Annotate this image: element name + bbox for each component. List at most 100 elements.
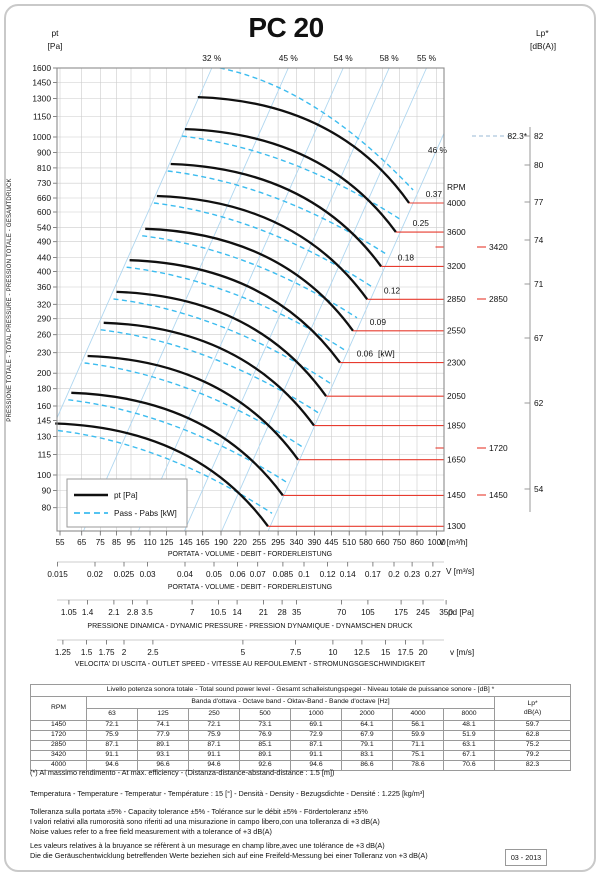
- footnote-line: Die die Geräuschentwicklung betreffenden…: [30, 851, 428, 860]
- table-octave-row: 63 125 250 500 1000 2000 4000 8000: [31, 708, 571, 721]
- efficiency-label: 32 %: [202, 53, 222, 63]
- row-lp: 82.3: [493, 760, 572, 771]
- x-tick-label: 295: [271, 538, 285, 547]
- legend: pt [Pa] Pass - Pabs [kW]: [66, 478, 188, 528]
- rpm-label-1450: 1450: [447, 490, 466, 500]
- x-tick-label: 390: [308, 538, 322, 547]
- y-tick-label: 100: [37, 470, 51, 480]
- power-label-2300: 0.06: [357, 349, 374, 359]
- row-lp: 79.2: [493, 750, 572, 761]
- row-value: 72.1: [188, 720, 240, 731]
- octave-band-label: 125: [137, 708, 189, 721]
- x-axis-unit: V [m³/h]: [439, 538, 468, 547]
- row-value: 87.1: [188, 740, 240, 751]
- m3s-tick-label: 0.12: [320, 570, 336, 579]
- row-lp: 75.2: [493, 740, 572, 751]
- rpm-label-4000: 4000: [447, 198, 466, 208]
- lp-tick-label: 62: [534, 398, 544, 408]
- m3s-scale-unit: V [m³/s]: [446, 567, 474, 576]
- band-header: Banda d'ottava - Octave band - Oktav-Ban…: [86, 696, 495, 709]
- lp-header-line: dB(A): [523, 708, 542, 716]
- rpm-label-2550: 2550: [447, 326, 466, 336]
- pd-tick-label: 2.8: [127, 608, 139, 617]
- page-title: PC 20: [248, 12, 324, 43]
- rpm-label-1650: 1650: [447, 455, 466, 465]
- y-tick-label: 1150: [33, 112, 51, 122]
- y-tick-label: 320: [37, 299, 51, 309]
- efficiency-label: 54 %: [334, 53, 354, 63]
- y-axis-caption: PRESSIONE TOTALE - TOTAL PRESSURE - PRES…: [7, 178, 13, 422]
- row-lp: 59.7: [493, 720, 572, 731]
- x-tick-label: 510: [342, 538, 356, 547]
- pd-tick-label: 7: [190, 608, 195, 617]
- row-value: 91.1: [188, 750, 240, 761]
- power-curve-2300: [126, 266, 345, 351]
- y-tick-label: 660: [37, 193, 51, 203]
- row-value: 75.9: [86, 730, 138, 741]
- power-unit-label: [kW]: [378, 349, 395, 359]
- y-tick-label: 900: [37, 148, 51, 158]
- power-curve-2850: [153, 202, 372, 287]
- m3s-tick-label: 0.02: [87, 570, 103, 579]
- row-value: 91.1: [290, 750, 342, 761]
- lp-reference-label: 82.3*: [507, 131, 527, 141]
- x-tick-label: 860: [410, 538, 424, 547]
- x-tick-label: 65: [77, 538, 87, 547]
- pd-tick-label: 350: [439, 608, 453, 617]
- fan-performance-chart: pt [Pa] PRESSIONE TOTALE - TOTAL PRESSUR…: [7, 28, 556, 668]
- pt-curve-3200: [170, 162, 383, 268]
- rpm-label-3600: 3600: [447, 227, 466, 237]
- row-value: 91.1: [86, 750, 138, 761]
- efficiency-label: 46 %: [428, 145, 448, 155]
- rpm-column-header: RPM: [447, 182, 466, 192]
- pt-curve-2550: [145, 227, 354, 332]
- v-scale-unit: v [m/s]: [450, 648, 474, 657]
- v-tick-label: 15: [381, 648, 391, 657]
- footnote-line: Tolleranza sulla portata ±5% - Capacity …: [30, 807, 368, 816]
- secondary-rpm-label-1450: 1450: [489, 490, 508, 500]
- row-value: 89.1: [239, 750, 291, 761]
- power-curve-3200: [167, 170, 386, 254]
- y-tick-label: 115: [38, 450, 52, 460]
- efficiency-line: [267, 133, 445, 532]
- lp-tick-label: 82: [534, 131, 544, 141]
- m3s-tick-label: 0.07: [250, 570, 266, 579]
- row-value: 69.1: [290, 720, 342, 731]
- y-axis-unit: [Pa]: [48, 41, 63, 51]
- row-value: 86.6: [341, 760, 393, 771]
- pd-scale-caption: PRESSIONE DINAMICA - DYNAMIC PRESSURE - …: [87, 623, 412, 630]
- row-value: 93.1: [137, 750, 189, 761]
- y-tick-label: 360: [37, 282, 51, 292]
- x-tick-label: 55: [55, 538, 65, 547]
- rpm-label-2850: 2850: [447, 294, 466, 304]
- power-label-3200: 0.18: [398, 252, 415, 262]
- legend-pt-label: pt [Pa]: [114, 491, 138, 500]
- footnote-line: I valori relativi alla rumorosità sono r…: [30, 817, 380, 826]
- y-tick-label: 600: [37, 207, 51, 217]
- x-tick-label: 190: [214, 538, 228, 547]
- y-tick-label: 130: [37, 432, 51, 442]
- y-tick-label: 90: [42, 486, 52, 496]
- row-value: 79.1: [341, 740, 393, 751]
- pd-scale-unit: pd [Pa]: [448, 608, 474, 617]
- y-tick-label: 1600: [32, 63, 51, 73]
- table-band-header-row: RPM Banda d'ottava - Octave band - Oktav-…: [30, 696, 572, 721]
- pd-tick-label: 35: [292, 608, 302, 617]
- pd-tick-label: 2.1: [108, 608, 120, 617]
- octave-band-label: 63: [86, 708, 138, 721]
- row-rpm: 1450: [30, 720, 87, 731]
- m3s-tick-label: 0.1: [298, 570, 310, 579]
- table-title: Livello potenza sonora totale - Total so…: [29, 684, 572, 697]
- row-value: 87.1: [86, 740, 138, 751]
- lp-axis-name: Lp*: [536, 28, 549, 38]
- lp-tick-label: 71: [534, 279, 544, 289]
- row-value: 73.1: [239, 720, 291, 731]
- y-tick-label: 230: [37, 348, 51, 358]
- legend-box: [66, 478, 188, 528]
- v-tick-label: 2.5: [147, 648, 159, 657]
- x-tick-label: 750: [392, 538, 406, 547]
- m3s-tick-label: 0.025: [114, 570, 135, 579]
- octave-band-label: 4000: [392, 708, 444, 721]
- row-value: 83.1: [341, 750, 393, 761]
- pd-tick-label: 1.4: [82, 608, 94, 617]
